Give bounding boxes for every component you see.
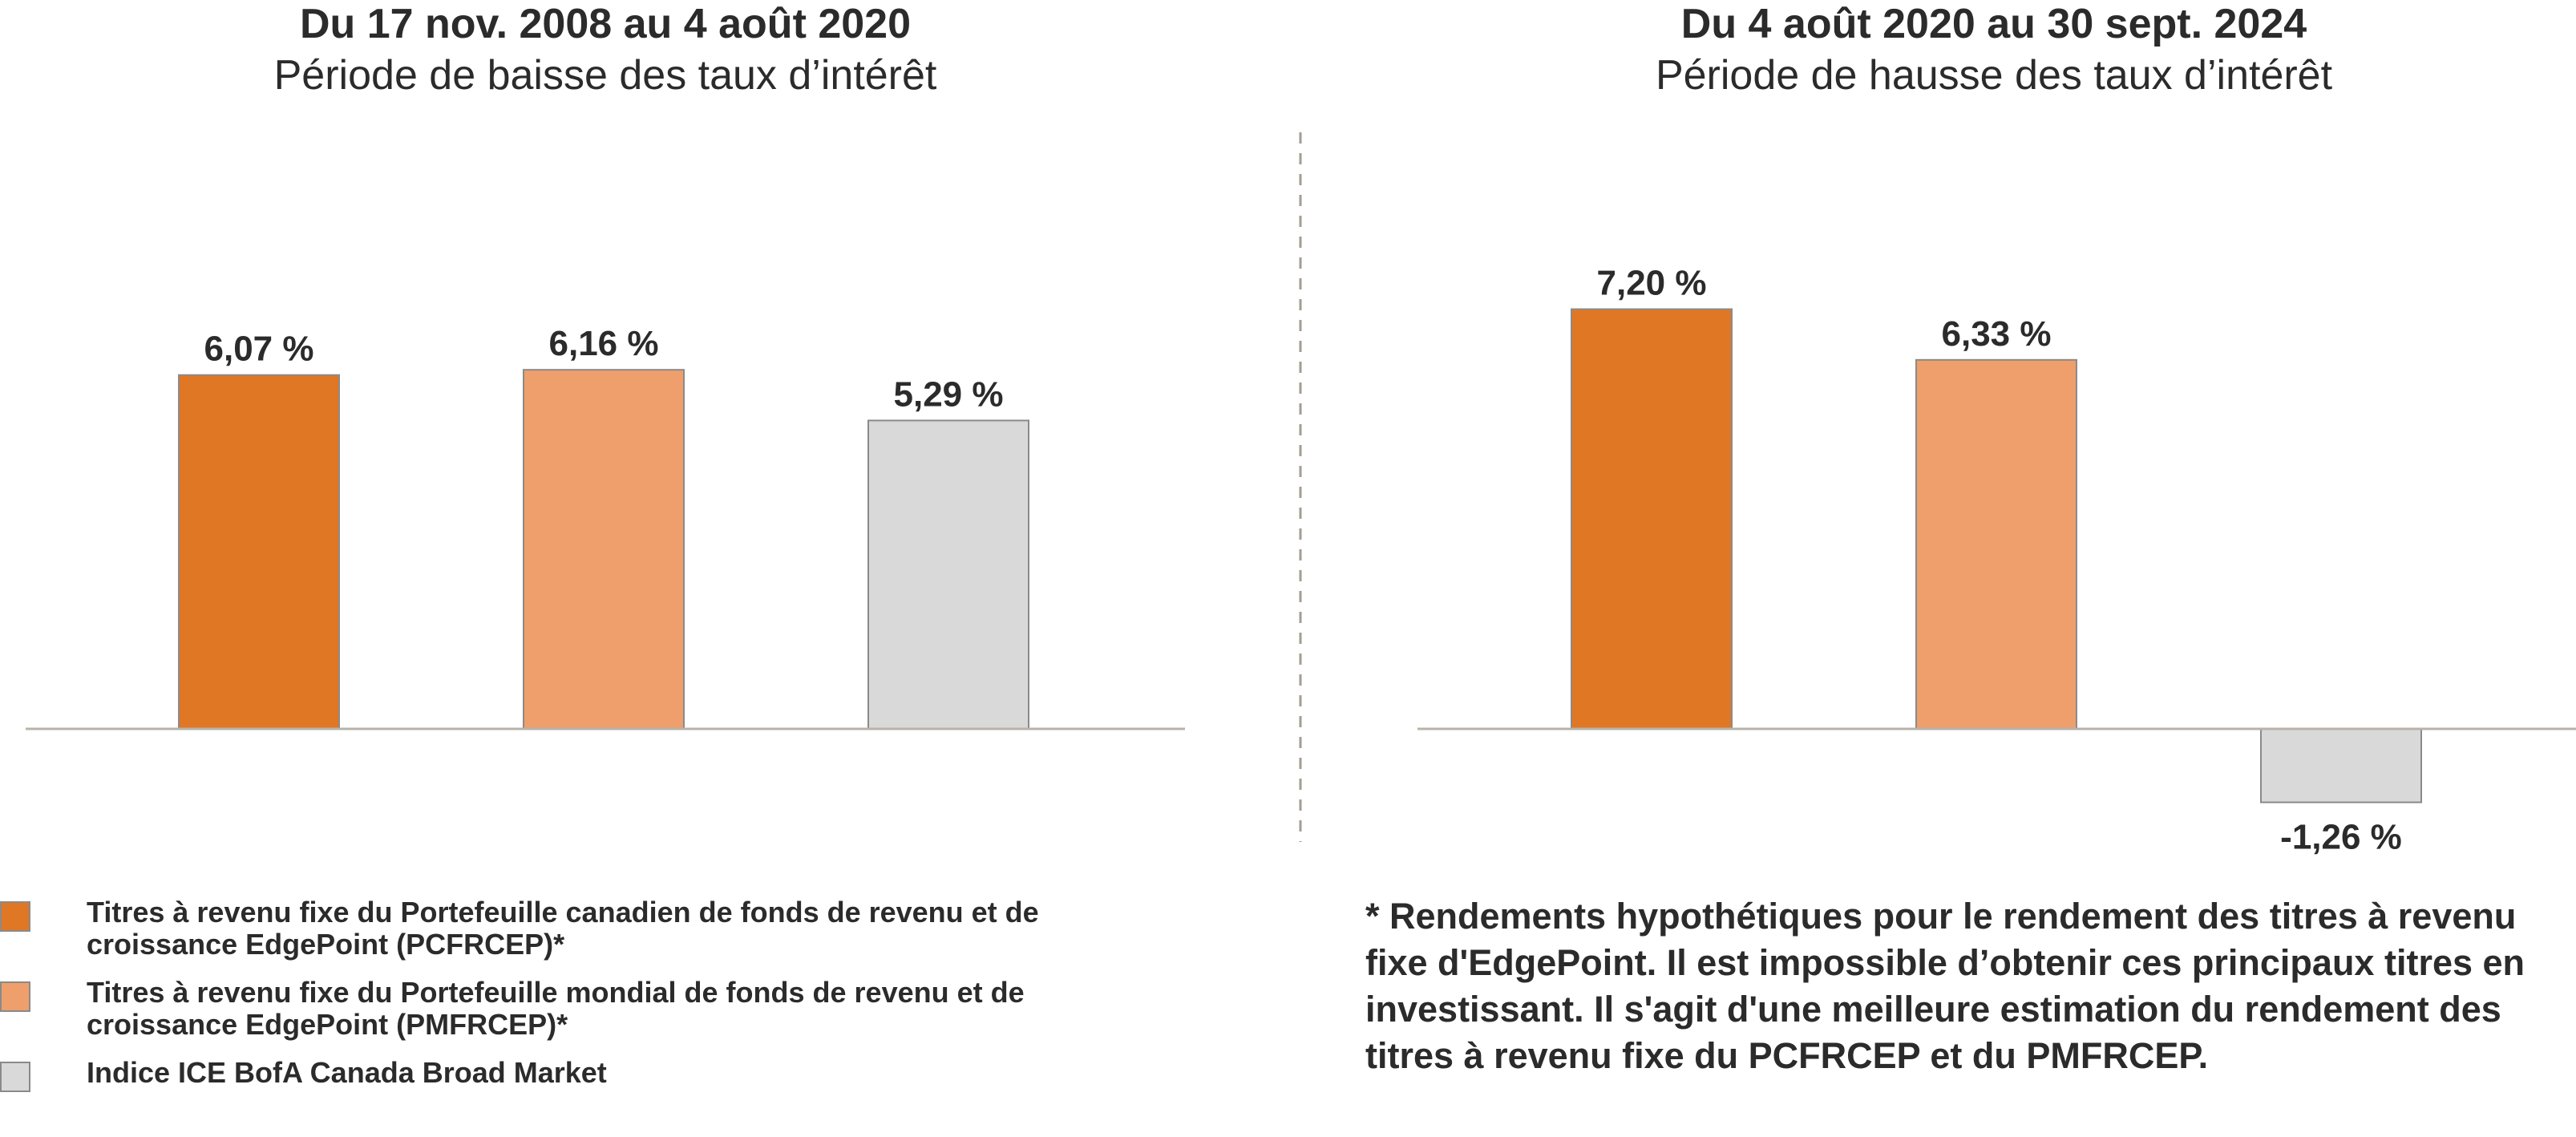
legend-swatch-pmfrcep [0, 981, 30, 1012]
bar-right-pmfrcep [1915, 358, 2077, 730]
legend-label-pcfrcep: Titres à revenu fixe du Portefeuille can… [87, 896, 1039, 961]
legend: Titres à revenu fixe du Portefeuille can… [0, 896, 1203, 1137]
legend-item-index: Indice ICE BofA Canada Broad Market [0, 1057, 1203, 1137]
bar-right-pcfrcep [1571, 308, 1733, 730]
data-label-right-pcfrcep: 7,20 % [1597, 264, 1707, 303]
data-label-right-pmfrcep: 6,33 % [1942, 314, 2052, 354]
bar-right-index [2260, 728, 2422, 803]
legend-swatch-pcfrcep [0, 901, 30, 932]
footnote: * Rendements hypothétiques pour le rende… [1365, 896, 2525, 1076]
right-chart: 7,20 % 6,33 % -1,26 % [1417, 264, 2576, 857]
legend-item-pmfrcep: Titres à revenu fixe du Portefeuille mon… [0, 977, 1203, 1057]
data-label-left-index: 5,29 % [894, 374, 1004, 414]
legend-label-pmfrcep: Titres à revenu fixe du Portefeuille mon… [87, 976, 1025, 1041]
data-label-right-index: -1,26 % [2280, 818, 2402, 857]
left-chart: 6,07 % 6,16 % 5,29 % [26, 324, 1185, 730]
bar-left-index [867, 419, 1029, 730]
legend-swatch-index [0, 1062, 30, 1092]
data-label-left-pmfrcep: 6,16 % [549, 324, 659, 363]
legend-label-index: Indice ICE BofA Canada Broad Market [87, 1056, 607, 1089]
left-panel-title: Du 17 nov. 2008 au 4 août 2020 [299, 1, 912, 47]
right-panel-subtitle: Période de hausse des taux d’intérêt [1655, 52, 2333, 99]
left-panel-subtitle: Période de baisse des taux d’intérêt [273, 52, 937, 99]
bar-left-pmfrcep [523, 369, 685, 730]
right-panel-title: Du 4 août 2020 au 30 sept. 2024 [1680, 1, 2307, 47]
bar-left-pcfrcep [178, 374, 340, 730]
data-label-left-pcfrcep: 6,07 % [204, 330, 314, 369]
legend-item-pcfrcep: Titres à revenu fixe du Portefeuille can… [0, 896, 1203, 977]
